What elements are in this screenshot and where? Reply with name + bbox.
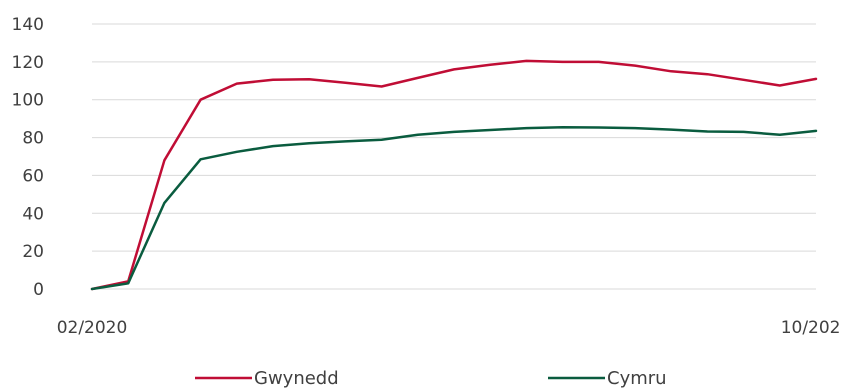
legend: Gwynedd Cymru [195,368,667,389]
gridlines [92,23,816,290]
y-tick-label: 0 [33,280,44,300]
y-tick-label: 40 [22,204,44,224]
y-tick-label: 120 [12,53,44,73]
legend-item-gwynedd: Gwynedd [195,368,339,389]
y-axis: 0 20 40 60 80 100 120 140 [12,15,44,300]
legend-label: Gwynedd [254,368,339,389]
series-line-cymru [90,125,818,291]
y-tick-label: 140 [12,15,44,35]
y-tick-label: 100 [12,91,44,111]
x-tick-label: 02/2020 [57,318,128,338]
legend-label: Cymru [607,368,667,389]
y-tick-label: 20 [22,242,44,262]
y-tick-label: 60 [22,166,44,186]
x-axis: 02/2020 10/2021 [57,318,841,338]
x-tick-label: 10/2021 [781,318,841,338]
series-lines [90,59,818,291]
legend-item-cymru: Cymru [548,368,667,389]
series-line-gwynedd [90,59,818,291]
y-tick-label: 80 [22,129,44,149]
